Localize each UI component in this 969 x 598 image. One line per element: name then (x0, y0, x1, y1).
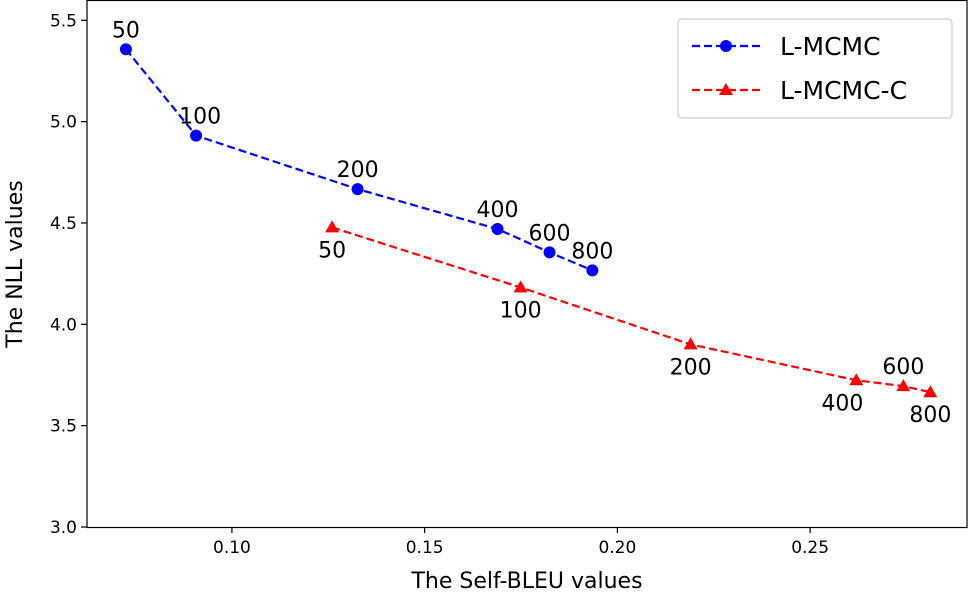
y-tick-label: 5.5 (50, 11, 77, 31)
legend-marker (720, 40, 732, 52)
plot-frame (86, 0, 968, 529)
data-point (190, 129, 203, 142)
data-point (849, 373, 864, 386)
point-label: 200 (670, 355, 712, 380)
x-axis-label: The Self-BLEU values (410, 569, 642, 594)
data-point (683, 337, 698, 350)
data-point (923, 385, 938, 398)
data-point (586, 264, 599, 277)
point-label: 50 (112, 18, 140, 43)
x-tick-label: 0.20 (598, 538, 636, 558)
data-point (351, 183, 364, 196)
y-tick-label: 5.0 (50, 113, 77, 133)
legend: L-MCMC L-MCMC-C (677, 18, 953, 119)
data-point (513, 280, 528, 293)
legend-marker (719, 83, 733, 95)
data-point (325, 220, 340, 233)
data-point (896, 379, 911, 392)
legend-box (677, 18, 953, 119)
y-tick-label: 4.5 (50, 214, 77, 234)
data-point (119, 43, 132, 56)
y-tick-label: 4.0 (50, 315, 77, 335)
legend-label: L-MCMC (780, 32, 881, 61)
point-label: 400 (477, 198, 519, 223)
point-label: 50 (318, 238, 346, 263)
x-tick-label: 0.10 (213, 538, 251, 558)
y-axis-label: The NLL values (3, 180, 28, 348)
point-label: 600 (529, 221, 571, 246)
point-label: 800 (909, 403, 951, 428)
data-point (491, 223, 504, 236)
point-label: 400 (821, 391, 863, 416)
point-label: 100 (179, 105, 221, 130)
series-line-l-mcmc-c (331, 226, 931, 394)
plot-area: 0.10 0.15 0.20 0.25 3.0 3.5 4.0 4.5 5.0 5.5 50 100 2… (50, 0, 968, 558)
point-label: 600 (882, 355, 924, 380)
y-tick-label: 3.5 (50, 417, 77, 437)
x-tick-label: 0.15 (406, 538, 444, 558)
data-point (543, 246, 556, 259)
series-line-l-mcmc (125, 48, 593, 272)
y-tick-label: 3.0 (50, 518, 77, 538)
x-tick-label: 0.25 (791, 538, 829, 558)
legend-label: L-MCMC-C (780, 76, 907, 105)
point-label: 200 (337, 158, 379, 183)
point-label: 800 (571, 239, 613, 264)
point-label: 100 (500, 298, 542, 323)
